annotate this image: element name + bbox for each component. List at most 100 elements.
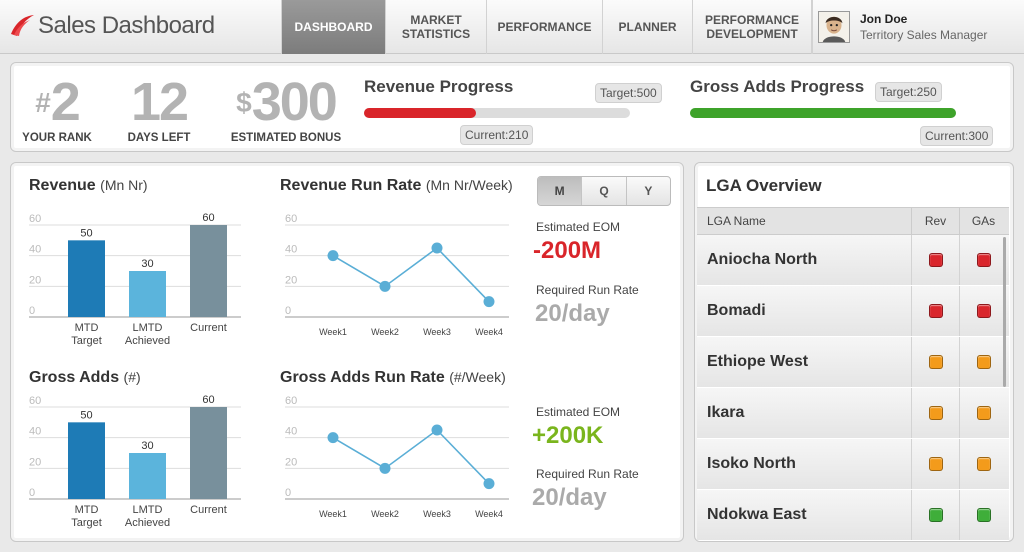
grossadds-bars-bar [129,453,166,499]
revenue-runrate-label: Required Run Rate [536,283,639,297]
grossadds-bars-value-label: 30 [141,440,153,452]
period-toggle: M Q Y [537,176,671,206]
revenue-runrate-ytick-label: 40 [285,244,297,256]
days-left-value: 12 [130,72,189,132]
revenue-runrate-x-label: Week3 [423,327,451,337]
gross-adds-target-pill: Target:250 [875,82,942,102]
grossadds-bars-ytick-label: 40 [29,426,41,438]
lga-gas-cell [959,235,1007,285]
period-year-button[interactable]: Y [625,177,670,205]
lga-rev-cell [911,286,959,336]
revenue-bars-bar [190,225,227,317]
revenue-bars-bar [68,240,105,317]
revenue-bars-value-label: 30 [141,258,153,270]
gross-adds-current-pill: Current:300 [920,126,994,146]
grossadds-runrate-x-label: Week3 [423,509,451,519]
table-row[interactable]: Bomadi [697,286,1009,337]
lga-rev-status-indicator [928,457,943,471]
days-left-stat: 12 DAYS LEFT [123,75,195,144]
grossadds-bars-bar [68,422,105,499]
app-header: Sales Dashboard DASHBOARD MARKET STATIST… [0,0,1024,54]
revenue-runrate-point [431,242,443,254]
avatar[interactable] [818,11,850,43]
tab-performance-development[interactable]: PERFORMANCE DEVELOPMENT [692,0,812,54]
brand-logo-icon [11,15,34,36]
revenue-runrate-title-text: Revenue Run Rate [280,177,422,194]
table-row[interactable]: Ikara [697,388,1009,439]
gross-adds-progress-fill [690,108,956,118]
rank-value: 2 [50,72,81,132]
lga-name-header[interactable]: LGA Name [707,214,766,228]
lga-overview-panel: LGA Overview LGA Name Rev GAs Aniocha No… [694,162,1014,542]
charts-panel: Revenue (Mn Nr) 0 20 40 60 50 MTD Target 30 LMTD… [10,162,684,542]
lga-gas-status-indicator [976,253,991,267]
user-avatar-icon [819,12,849,42]
revenue-bars-ytick-label: 60 [29,213,41,225]
revenue-bars-ytick-label: 20 [29,274,41,286]
app-title: Sales Dashboard [38,12,215,39]
revenue-unit: (Mn Nr) [100,177,148,193]
revenue-runrate-point [327,250,339,262]
table-row[interactable]: Ndokwa East [697,490,1009,541]
days-left-label: DAYS LEFT [127,132,191,144]
grossadds-runrate-point [483,478,495,490]
revenue-bars-ytick-label: 40 [29,244,41,256]
revenue-bars-category-label: LMTD Achieved [125,322,170,347]
revenue-current-pill: Current:210 [460,125,534,145]
table-row[interactable]: Ethiope West [697,337,1009,388]
lga-gas-status-indicator [976,457,991,471]
lga-rev-header[interactable]: Rev [911,208,959,234]
bonus-prefix: $ [236,87,252,118]
revenue-progress-bar [364,108,630,118]
lga-name: Bomadi [707,302,766,319]
revenue-title-text: Revenue [29,177,96,194]
revenue-runrate-x-label: Week4 [475,327,503,337]
revenue-progress: Revenue Progress [364,77,664,97]
table-row[interactable]: Isoko North [697,439,1009,490]
gross-adds-progress-bar [690,108,956,118]
gross-adds-progress-title: Gross Adds Progress [690,77,865,96]
revenue-bars-value-label: 50 [80,227,92,239]
revenue-runrate-point [483,296,495,308]
lga-name: Ikara [707,404,745,421]
lga-gas-cell [959,388,1007,438]
revenue-runrate-series-line [332,246,490,303]
lga-rev-cell [911,337,959,387]
lga-table-header: LGA Name Rev GAs [697,207,1009,235]
grossadds-runrate-x-label: Week1 [319,509,347,519]
period-month-button[interactable]: M [538,177,582,205]
tab-dashboard[interactable]: DASHBOARD [281,0,385,54]
revenue-runrate-x-label: Week2 [371,327,399,337]
main-nav: DASHBOARD MARKET STATISTICS PERFORMANCE … [281,0,812,54]
revenue-eom-label: Estimated EOM [536,220,621,234]
grossadds-runrate-point [379,462,391,474]
grossadds-bars-value-label: 50 [80,409,92,421]
app-logo[interactable]: Sales Dashboard [8,12,215,40]
period-quarter-button[interactable]: Q [581,177,625,205]
lga-gas-header[interactable]: GAs [959,208,1007,234]
tab-market-statistics[interactable]: MARKET STATISTICS [385,0,486,54]
grossadds-bars-category-label: MTD Target [71,504,102,529]
lga-rev-status-indicator [928,508,943,522]
lga-scrollbar[interactable] [1003,237,1006,387]
lga-name: Ndokwa East [707,506,807,523]
revenue-eom-value: -200M [533,237,602,264]
user-profile[interactable]: Jon Doe Territory Sales Manager [812,0,1024,54]
lga-gas-status-indicator [976,304,991,318]
tab-planner[interactable]: PLANNER [602,0,692,54]
lga-rev-status-indicator [928,253,943,267]
lga-rev-cell [911,490,959,540]
lga-name: Isoko North [707,455,796,472]
revenue-chart-title: Revenue (Mn Nr) [29,177,148,195]
lga-gas-cell [959,439,1007,489]
grossadds-runrate-series-line [332,428,490,485]
lga-gas-status-indicator [976,406,991,420]
lga-rev-cell [911,388,959,438]
lga-table-body: Aniocha North Bomadi Ethiope West Ikara Isok… [697,235,1009,541]
revenue-bars-value-label: 60 [202,213,214,224]
table-row[interactable]: Aniocha North [697,235,1009,286]
gross-adds-chart-title: Gross Adds (#) [29,369,141,387]
grossadds-bars-value-label: 60 [202,395,214,406]
gross-adds-title-text: Gross Adds [29,369,120,386]
tab-performance[interactable]: PERFORMANCE [486,0,602,54]
